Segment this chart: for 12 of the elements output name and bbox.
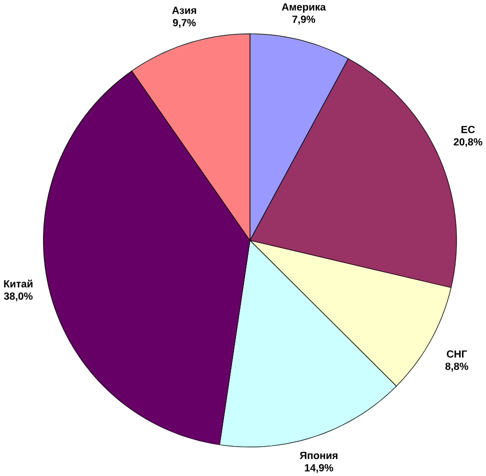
slice-label: Азия bbox=[172, 6, 196, 14]
data-label: 20,8% bbox=[454, 138, 482, 147]
data-label: 14,9% bbox=[304, 464, 334, 473]
slice-label: Китай bbox=[4, 279, 32, 288]
slice-label: Япония bbox=[300, 452, 338, 459]
slice-label: Америка bbox=[282, 3, 326, 12]
slice-label: СНГ bbox=[446, 350, 467, 358]
data-label: 38,0% bbox=[4, 292, 33, 302]
slice-label: ЕС bbox=[462, 126, 475, 134]
data-label: 7,9% bbox=[292, 15, 316, 24]
data-label: 8,8% bbox=[445, 362, 468, 372]
data-label: 9,7% bbox=[172, 18, 196, 28]
